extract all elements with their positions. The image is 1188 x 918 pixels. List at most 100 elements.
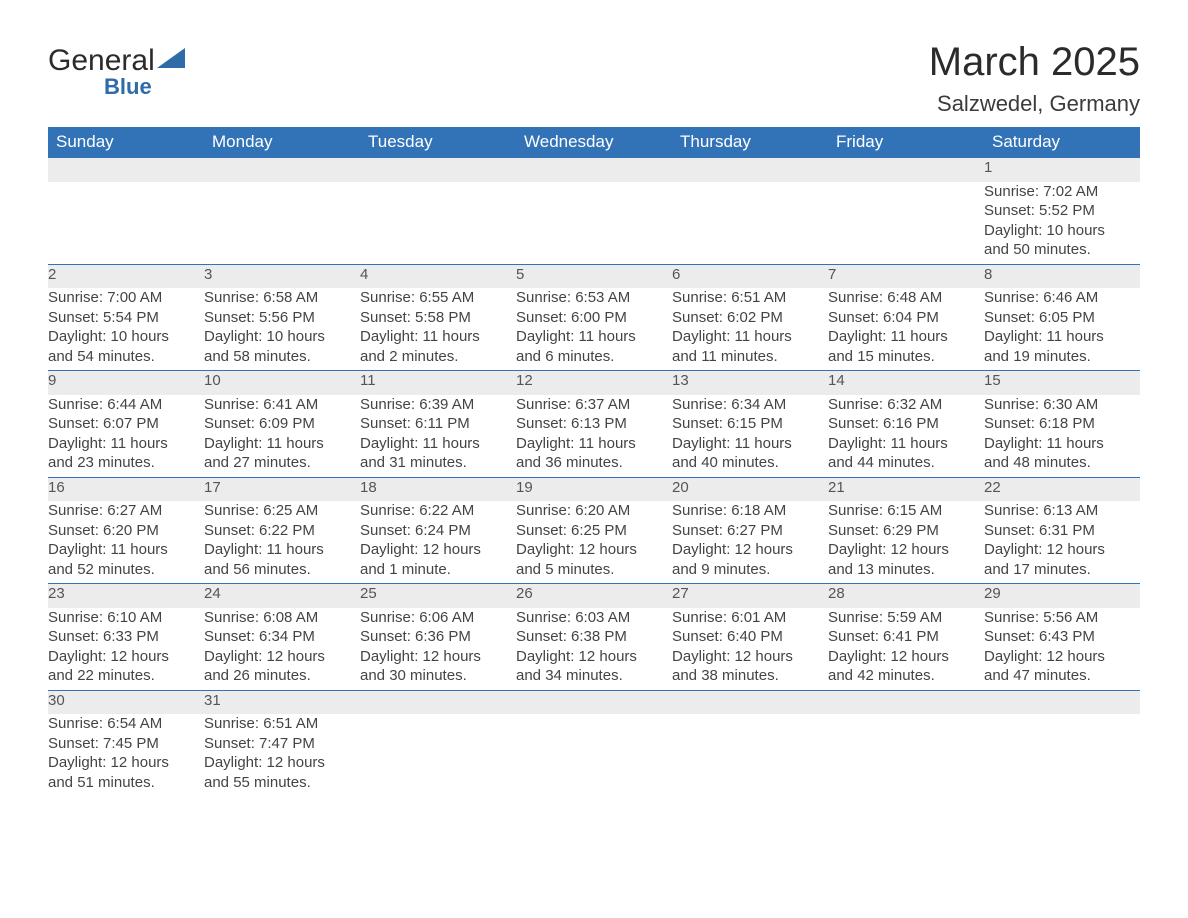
daylight-text: Daylight: 12 hours (672, 647, 828, 667)
day-number-cell (516, 158, 672, 182)
sunset-text: Sunset: 6:09 PM (204, 414, 360, 434)
daylight-text: and 15 minutes. (828, 347, 984, 367)
detail-row: Sunrise: 7:00 AMSunset: 5:54 PMDaylight:… (48, 288, 1140, 371)
daylight-text: Daylight: 12 hours (516, 540, 672, 560)
day-number-cell: 15 (984, 371, 1140, 395)
daylight-text: and 13 minutes. (828, 560, 984, 580)
day-detail-cell (672, 714, 828, 796)
sunset-text: Sunset: 6:27 PM (672, 521, 828, 541)
daylight-text: Daylight: 11 hours (828, 327, 984, 347)
daylight-text: Daylight: 12 hours (360, 540, 516, 560)
day-number-cell: 8 (984, 264, 1140, 288)
daylight-text: Daylight: 11 hours (984, 327, 1140, 347)
sunrise-text: Sunrise: 6:48 AM (828, 288, 984, 308)
day-number-cell: 23 (48, 584, 204, 608)
daynum-row: 9101112131415 (48, 371, 1140, 395)
day-detail-cell: Sunrise: 6:39 AMSunset: 6:11 PMDaylight:… (360, 395, 516, 478)
day-detail-cell: Sunrise: 6:54 AMSunset: 7:45 PMDaylight:… (48, 714, 204, 796)
sunrise-text: Sunrise: 6:06 AM (360, 608, 516, 628)
day-detail-cell: Sunrise: 6:13 AMSunset: 6:31 PMDaylight:… (984, 501, 1140, 584)
daylight-text: Daylight: 12 hours (984, 647, 1140, 667)
day-number-cell: 27 (672, 584, 828, 608)
day-number-cell: 24 (204, 584, 360, 608)
day-number-cell: 19 (516, 477, 672, 501)
day-number-cell: 12 (516, 371, 672, 395)
day-detail-cell (360, 714, 516, 796)
daylight-text: Daylight: 11 hours (828, 434, 984, 454)
sunset-text: Sunset: 6:41 PM (828, 627, 984, 647)
daylight-text: and 11 minutes. (672, 347, 828, 367)
daylight-text: and 54 minutes. (48, 347, 204, 367)
daynum-row: 1 (48, 158, 1140, 182)
sunrise-text: Sunrise: 6:44 AM (48, 395, 204, 415)
sunset-text: Sunset: 6:02 PM (672, 308, 828, 328)
sunrise-text: Sunrise: 6:22 AM (360, 501, 516, 521)
sunrise-text: Sunrise: 6:27 AM (48, 501, 204, 521)
daylight-text: Daylight: 12 hours (204, 753, 360, 773)
detail-row: Sunrise: 6:44 AMSunset: 6:07 PMDaylight:… (48, 395, 1140, 478)
brand-name-2: Blue (104, 74, 185, 100)
day-detail-cell: Sunrise: 5:56 AMSunset: 6:43 PMDaylight:… (984, 608, 1140, 691)
sunset-text: Sunset: 6:13 PM (516, 414, 672, 434)
daylight-text: and 52 minutes. (48, 560, 204, 580)
day-detail-cell (984, 714, 1140, 796)
daylight-text: and 17 minutes. (984, 560, 1140, 580)
sunrise-text: Sunrise: 6:54 AM (48, 714, 204, 734)
day-number-cell (672, 158, 828, 182)
daylight-text: Daylight: 11 hours (48, 434, 204, 454)
day-number-cell: 16 (48, 477, 204, 501)
day-number-cell (984, 690, 1140, 714)
sunrise-text: Sunrise: 6:10 AM (48, 608, 204, 628)
detail-row: Sunrise: 6:10 AMSunset: 6:33 PMDaylight:… (48, 608, 1140, 691)
daylight-text: Daylight: 12 hours (516, 647, 672, 667)
weekday-header: Thursday (672, 127, 828, 158)
day-detail-cell: Sunrise: 6:48 AMSunset: 6:04 PMDaylight:… (828, 288, 984, 371)
day-detail-cell (828, 714, 984, 796)
brand-triangle-icon (157, 46, 185, 68)
daylight-text: and 6 minutes. (516, 347, 672, 367)
day-detail-cell: Sunrise: 6:18 AMSunset: 6:27 PMDaylight:… (672, 501, 828, 584)
day-number-cell: 1 (984, 158, 1140, 182)
daylight-text: and 47 minutes. (984, 666, 1140, 686)
sunrise-text: Sunrise: 6:53 AM (516, 288, 672, 308)
day-number-cell: 10 (204, 371, 360, 395)
daylight-text: Daylight: 12 hours (672, 540, 828, 560)
weekday-header: Monday (204, 127, 360, 158)
sunset-text: Sunset: 6:43 PM (984, 627, 1140, 647)
day-number-cell: 7 (828, 264, 984, 288)
sunrise-text: Sunrise: 6:01 AM (672, 608, 828, 628)
sunrise-text: Sunrise: 6:03 AM (516, 608, 672, 628)
day-detail-cell: Sunrise: 6:01 AMSunset: 6:40 PMDaylight:… (672, 608, 828, 691)
day-detail-cell (48, 182, 204, 265)
day-detail-cell: Sunrise: 6:20 AMSunset: 6:25 PMDaylight:… (516, 501, 672, 584)
daylight-text: Daylight: 11 hours (984, 434, 1140, 454)
day-number-cell (204, 158, 360, 182)
daylight-text: and 9 minutes. (672, 560, 828, 580)
day-number-cell: 25 (360, 584, 516, 608)
day-number-cell (48, 158, 204, 182)
daylight-text: and 1 minute. (360, 560, 516, 580)
daylight-text: and 48 minutes. (984, 453, 1140, 473)
daylight-text: and 36 minutes. (516, 453, 672, 473)
sunset-text: Sunset: 6:11 PM (360, 414, 516, 434)
sunset-text: Sunset: 6:18 PM (984, 414, 1140, 434)
daylight-text: Daylight: 11 hours (48, 540, 204, 560)
sunset-text: Sunset: 5:54 PM (48, 308, 204, 328)
weekday-header: Friday (828, 127, 984, 158)
sunset-text: Sunset: 5:58 PM (360, 308, 516, 328)
brand-logo: General Blue (48, 40, 185, 100)
daynum-row: 2345678 (48, 264, 1140, 288)
sunset-text: Sunset: 7:47 PM (204, 734, 360, 754)
day-number-cell: 17 (204, 477, 360, 501)
daylight-text: Daylight: 11 hours (360, 327, 516, 347)
sunset-text: Sunset: 6:07 PM (48, 414, 204, 434)
sunrise-text: Sunrise: 6:46 AM (984, 288, 1140, 308)
sunset-text: Sunset: 6:31 PM (984, 521, 1140, 541)
daylight-text: and 42 minutes. (828, 666, 984, 686)
sunrise-text: Sunrise: 5:59 AM (828, 608, 984, 628)
sunrise-text: Sunrise: 6:13 AM (984, 501, 1140, 521)
day-number-cell: 13 (672, 371, 828, 395)
day-detail-cell: Sunrise: 6:46 AMSunset: 6:05 PMDaylight:… (984, 288, 1140, 371)
day-number-cell: 5 (516, 264, 672, 288)
weekday-header: Tuesday (360, 127, 516, 158)
